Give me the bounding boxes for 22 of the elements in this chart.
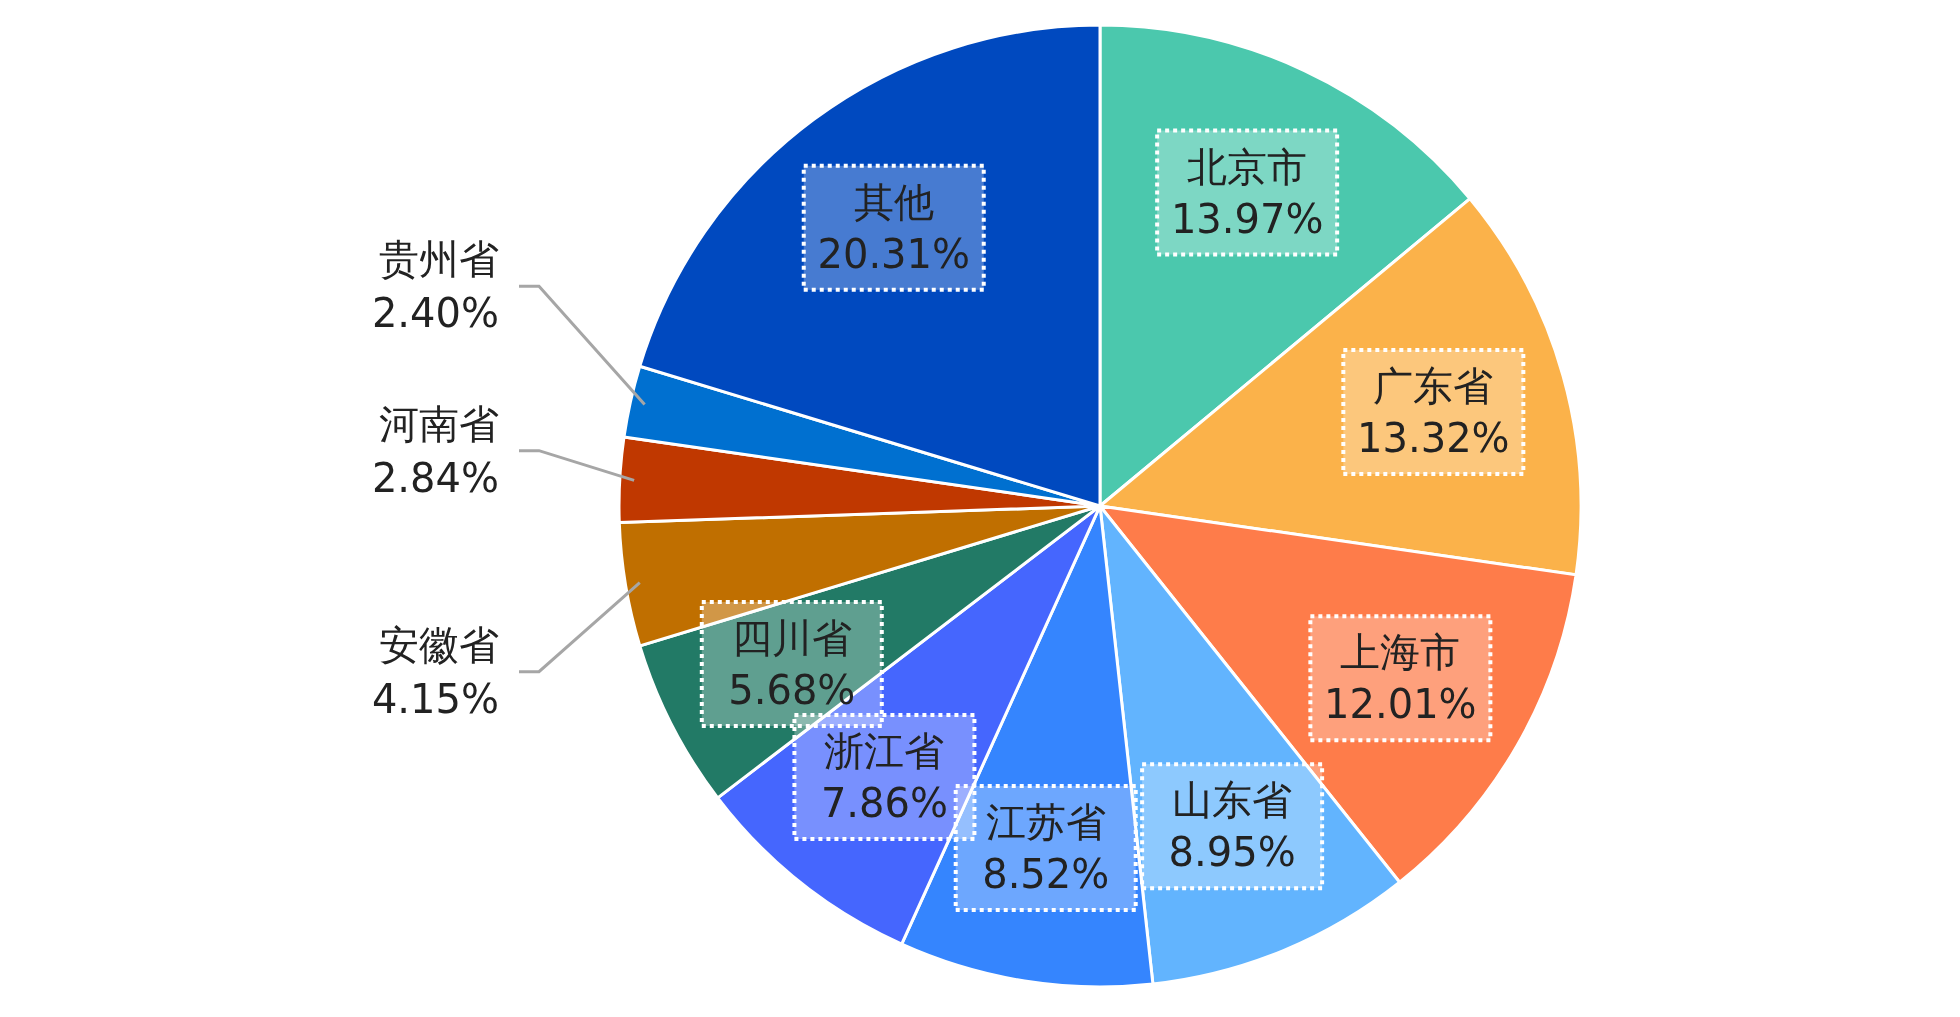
data-label: 2.84% [371, 454, 499, 501]
slice-label: 四川省 [731, 614, 852, 661]
slice-label: 浙江省 [824, 728, 945, 775]
slice-label: 其他 [853, 178, 934, 225]
slice-label: 江苏省 [985, 799, 1106, 846]
slice-label: 贵州省 [379, 236, 499, 283]
data-label: 7.86% [820, 780, 948, 827]
data-label: 4.15% [371, 675, 499, 722]
data-label: 12.01% [1324, 681, 1477, 728]
slice-label: 上海市 [1340, 629, 1461, 676]
data-label: 13.97% [1170, 195, 1324, 242]
data-label: 8.95% [1168, 829, 1296, 876]
data-label: 20.31% [817, 230, 970, 277]
data-label: 2.40% [371, 290, 499, 337]
slice-label: 广东省 [1373, 363, 1494, 410]
slice-label: 安徽省 [379, 621, 499, 668]
slice-label: 北京市 [1187, 143, 1308, 190]
data-label: 13.32% [1357, 415, 1510, 462]
slice-label: 河南省 [379, 400, 499, 447]
data-label: 5.68% [728, 666, 856, 713]
data-label: 8.52% [982, 851, 1110, 898]
slice-label: 山东省 [1172, 777, 1293, 824]
